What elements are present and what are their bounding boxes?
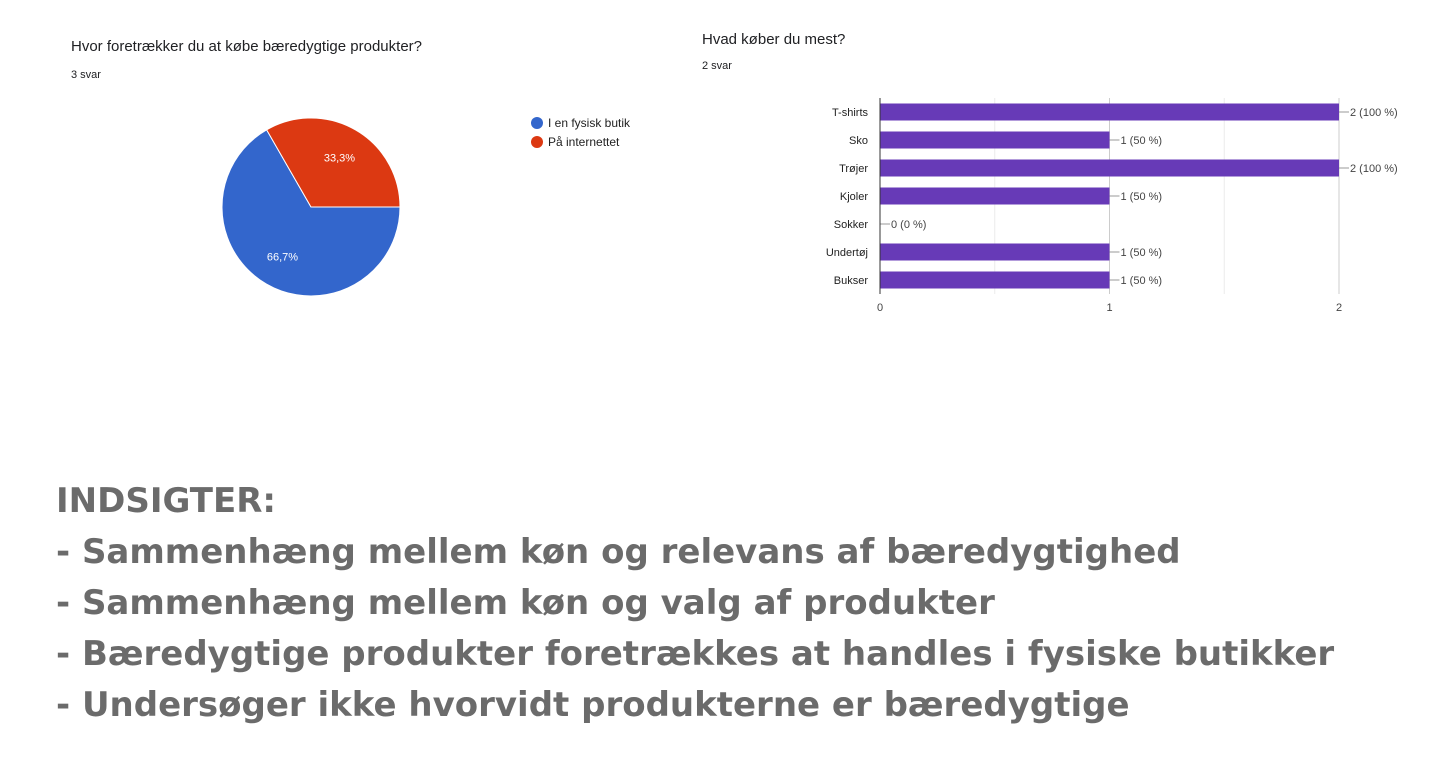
insights-list: - Sammenhæng mellem køn og relevans af b… (56, 529, 1426, 733)
category-label: Sko (849, 135, 868, 147)
data-label: 1 (50 %) (1121, 247, 1163, 259)
bar-chart-title: Hvad køber du mest? (702, 31, 846, 48)
data-label: 2 (100 %) (1350, 163, 1398, 175)
insight-item: - Bæredygtige produkter foretrækkes at h… (56, 634, 1335, 674)
pie-slice-label: 66,7% (267, 251, 298, 263)
insights-section: INDSIGTER: - Sammenhæng mellem køn og re… (56, 478, 1426, 733)
pie-slice-2 (265, 117, 401, 208)
insight-item: - Undersøger ikke hvorvidt produkterne e… (56, 685, 1130, 725)
bar (880, 271, 1110, 289)
pie-chart-response-count: 3 svar (71, 69, 101, 81)
category-label: Trøjer (839, 163, 868, 175)
bar-chart-response-count: 2 svar (702, 60, 732, 72)
category-label: Bukser (834, 275, 869, 287)
bar (880, 159, 1339, 177)
data-label: 1 (50 %) (1121, 135, 1163, 147)
category-label: Sokker (834, 219, 869, 231)
insight-item: - Sammenhæng mellem køn og valg af produ… (56, 583, 995, 623)
data-label: 1 (50 %) (1121, 191, 1163, 203)
charts-canvas: 66,7% 33,3% I en fysisk butik På internett… (221, 98, 1398, 314)
bar (880, 243, 1110, 261)
pie-slice-label: 33,3% (324, 153, 355, 165)
legend-marker (531, 136, 543, 148)
bar (880, 131, 1110, 149)
legend-marker (531, 117, 543, 129)
bar (880, 103, 1339, 121)
data-label: 2 (100 %) (1350, 107, 1398, 119)
pie-slice-1 (221, 129, 401, 297)
x-tick-label: 2 (1336, 302, 1342, 314)
bar (880, 187, 1110, 205)
category-label: Kjoler (840, 191, 868, 203)
pie-chart-legend: I en fysisk butik På internettet (531, 116, 631, 149)
pie-chart: 66,7% 33,3% (221, 117, 401, 297)
category-label: Undertøj (826, 247, 868, 259)
legend-label: På internettet (548, 135, 620, 149)
x-tick-label: 0 (877, 302, 883, 314)
x-tick-label: 1 (1106, 302, 1112, 314)
legend-label: I en fysisk butik (548, 116, 631, 130)
bar-chart: 0 1 2 T-shirts 2 (100 %) Sko 1 (50 %) Trøjer 2 (… (826, 98, 1398, 314)
pie-chart-title: Hvor foretrækker du at købe bæredygtige … (71, 38, 422, 55)
data-label: 0 (0 %) (891, 219, 926, 231)
data-label: 1 (50 %) (1121, 275, 1163, 287)
insight-item: - Sammenhæng mellem køn og relevans af b… (56, 532, 1181, 572)
category-label: T-shirts (832, 107, 869, 119)
insights-heading: INDSIGTER: (56, 481, 276, 521)
